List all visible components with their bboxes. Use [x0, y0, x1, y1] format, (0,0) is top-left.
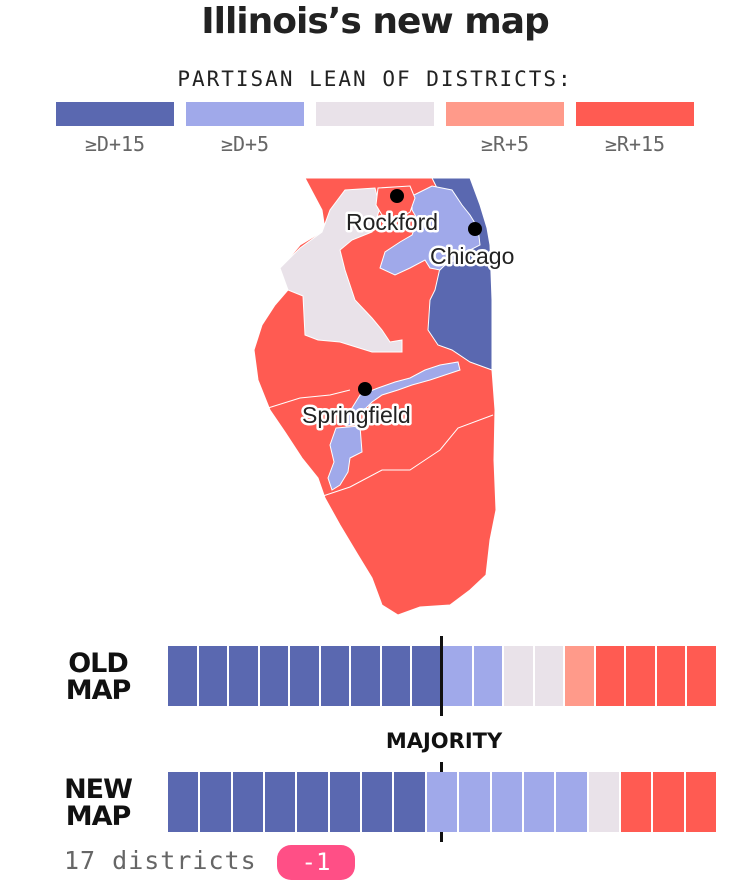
new-map-district-cell — [232, 772, 264, 832]
old-map-district-cell — [687, 646, 716, 706]
new-map-district-cell — [394, 772, 425, 832]
old-map-district-cell — [656, 646, 686, 706]
legend-swatch-even — [316, 102, 434, 126]
old-map-district-cell — [259, 646, 289, 706]
old-map-district-cell — [351, 646, 380, 706]
district-d5-metro-east — [327, 425, 363, 491]
district-even-northwest — [279, 187, 403, 353]
district-count: 17 districts — [64, 846, 257, 875]
city-label-springfield: Springfield — [302, 402, 411, 428]
city-label-chicago: Chicago — [430, 243, 514, 269]
new-map-district-cell — [620, 772, 652, 832]
old-map-district-cell — [320, 646, 350, 706]
new-map-district-cell — [523, 772, 555, 832]
district-d5-north-suburbs — [379, 185, 481, 276]
new-map-district-cell — [588, 772, 619, 832]
legend-label-r5: ≥R+5 — [480, 132, 530, 156]
old-map-district-cell — [443, 646, 472, 706]
page-title: Illinois’s new map — [201, 1, 550, 42]
old-map-district-cell — [412, 646, 441, 706]
district-d5-springfield-corridor — [341, 361, 461, 427]
city-marker-springfield — [358, 382, 372, 396]
old-map-district-cell — [565, 646, 594, 706]
new-map-district-cell — [653, 772, 684, 832]
new-map-district-cell — [329, 772, 361, 832]
legend-label-r15: ≥R+15 — [604, 132, 666, 156]
legend-swatch-d15 — [56, 102, 174, 126]
legend-label-d15: ≥D+15 — [84, 132, 146, 156]
old-map-district-cell — [381, 646, 411, 706]
old-map-district-cell — [504, 646, 533, 706]
old-map-district-cell — [229, 646, 258, 706]
new-map-district-cell — [200, 772, 231, 832]
legend-swatch-r15 — [576, 102, 694, 126]
new-map-district-cell — [426, 772, 458, 832]
old-map-district-bar — [168, 646, 716, 706]
old-map-district-cell — [168, 646, 197, 706]
district-boundary-south — [319, 414, 494, 498]
new-map-district-cell — [556, 772, 587, 832]
new-map-district-cell — [362, 772, 393, 832]
old-map-label: OLD MAP — [38, 650, 158, 704]
new-map-label-line1: NEW — [64, 774, 133, 805]
old-map-label-line1: OLD — [68, 648, 129, 679]
new-map-district-cell — [459, 772, 490, 832]
change-badge: -1 — [277, 845, 355, 880]
new-map-district-bar — [168, 772, 716, 832]
old-map-district-cell — [534, 646, 564, 706]
old-map-district-cell — [290, 646, 319, 706]
legend-label-d5: ≥D+5 — [220, 132, 270, 156]
new-map-district-cell — [265, 772, 296, 832]
majority-label: MAJORITY — [385, 729, 503, 753]
new-map-district-cell — [685, 772, 716, 832]
new-map-district-cell — [168, 772, 199, 832]
new-map-district-cell — [491, 772, 522, 832]
old-map-district-cell — [198, 646, 228, 706]
city-marker-rockford — [390, 189, 404, 203]
old-map-district-cell — [626, 646, 655, 706]
old-map-label-line2: MAP — [65, 675, 132, 706]
new-map-label-line2: MAP — [65, 801, 132, 832]
legend-title: PARTISAN LEAN OF DISTRICTS: — [177, 67, 573, 91]
illinois-district-map: Rockford Chicago Springfield — [253, 177, 517, 616]
old-map-district-cell — [595, 646, 625, 706]
legend-swatch-d5 — [186, 102, 304, 126]
city-marker-chicago — [468, 222, 482, 236]
new-map-district-cell — [297, 772, 328, 832]
old-map-district-cell — [473, 646, 503, 706]
city-label-rockford: Rockford — [346, 209, 438, 235]
legend-swatch-r5 — [446, 102, 564, 126]
new-map-label: NEW MAP — [38, 776, 158, 830]
district-boundary-west — [267, 389, 351, 409]
majority-line-old — [440, 636, 443, 716]
